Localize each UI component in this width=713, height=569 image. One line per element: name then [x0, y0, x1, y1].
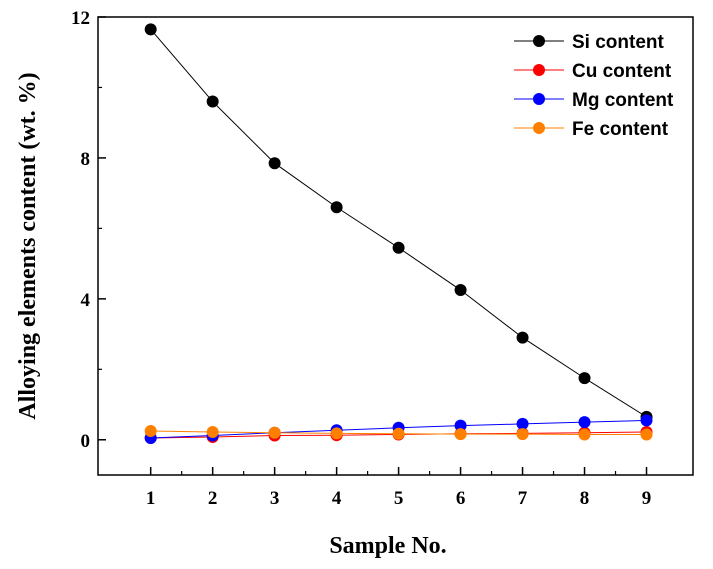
y-tick-label: 12 — [71, 8, 90, 29]
data-point-fe-content — [578, 428, 591, 441]
data-point-fe-content — [144, 424, 157, 437]
legend-label-fe-content: Fe content — [572, 119, 669, 140]
data-point-si-content — [454, 284, 467, 297]
legend-marker-cu-content — [533, 64, 545, 76]
y-tick-label: 4 — [81, 290, 91, 311]
legend-marker-mg-content — [533, 93, 545, 105]
data-point-si-content — [578, 372, 591, 385]
x-axis: 1 2 3 4 5 6 7 8 9 — [146, 467, 651, 509]
data-point-si-content — [516, 331, 529, 344]
data-point-fe-content — [516, 428, 529, 441]
data-point-si-content — [330, 201, 343, 214]
data-point-fe-content — [392, 427, 405, 440]
x-tick-label: 9 — [642, 488, 652, 509]
data-point-fe-content — [640, 428, 653, 441]
legend-label-mg-content: Mg content — [572, 90, 674, 111]
y-axis-title: Alloying elements content (wt. %) — [15, 72, 41, 419]
data-point-si-content — [144, 23, 157, 36]
data-point-fe-content — [454, 428, 467, 441]
x-tick-label: 7 — [518, 488, 528, 509]
series-line-si-content — [150, 29, 647, 418]
data-point-fe-content — [330, 427, 343, 440]
legend-label-si-content: Si content — [572, 32, 665, 53]
data-point-si-content — [206, 95, 219, 108]
y-axis: 0 4 8 12 — [71, 8, 106, 452]
legend-label-cu-content: Cu content — [572, 61, 672, 82]
series-layer — [144, 23, 653, 445]
y-tick-label: 8 — [81, 149, 91, 170]
data-point-fe-content — [268, 426, 281, 439]
data-point-mg-content — [578, 416, 591, 429]
data-point-si-content — [392, 241, 405, 254]
legend: Si content Cu content Mg content Fe content — [514, 32, 674, 140]
y-tick-label: 0 — [81, 431, 91, 452]
x-tick-label: 3 — [270, 488, 280, 509]
data-point-fe-content — [206, 426, 219, 439]
legend-marker-si-content — [533, 35, 545, 47]
x-tick-label: 5 — [394, 488, 404, 509]
data-point-mg-content — [516, 417, 529, 430]
x-tick-label: 2 — [208, 488, 218, 509]
data-point-mg-content — [640, 414, 653, 427]
x-axis-title: Sample No. — [329, 533, 446, 559]
x-tick-label: 4 — [332, 488, 342, 509]
data-point-mg-content — [454, 419, 467, 432]
plot-frame — [97, 16, 694, 476]
x-tick-label: 1 — [146, 488, 156, 509]
x-tick-label: 6 — [456, 488, 466, 509]
data-point-si-content — [268, 157, 281, 170]
x-tick-label: 8 — [580, 488, 590, 509]
legend-marker-fe-content — [533, 122, 545, 134]
